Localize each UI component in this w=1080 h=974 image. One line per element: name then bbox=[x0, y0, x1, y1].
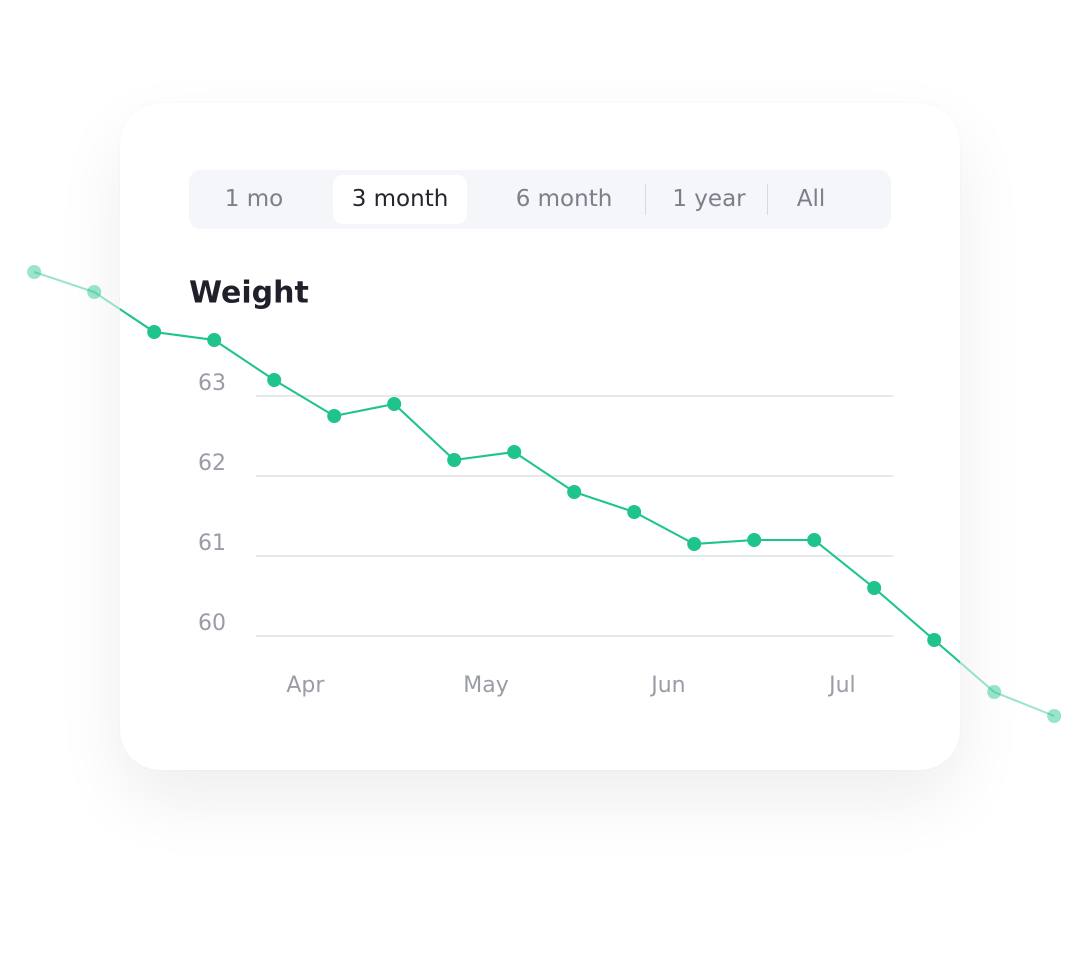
point bbox=[987, 685, 1002, 699]
chart-title: Weight bbox=[189, 276, 309, 311]
x-tick-label: Jul bbox=[827, 673, 856, 698]
point bbox=[267, 373, 282, 387]
point bbox=[447, 453, 462, 467]
point bbox=[327, 409, 342, 423]
point bbox=[747, 533, 762, 547]
x-tick-label: Apr bbox=[286, 673, 325, 698]
point bbox=[387, 397, 402, 411]
x-tick-label: May bbox=[463, 673, 508, 698]
point bbox=[867, 581, 882, 595]
tab[interactable]: All bbox=[796, 186, 826, 212]
point bbox=[567, 485, 582, 499]
card: 1 mo 3 month 6 month 1 year All bbox=[120, 103, 960, 770]
tab[interactable]: 3 month bbox=[333, 175, 467, 224]
tab[interactable]: 1 mo bbox=[224, 186, 284, 212]
point bbox=[27, 265, 42, 279]
point bbox=[147, 325, 162, 339]
y-tick-label: 60 bbox=[198, 611, 226, 636]
tab-separator bbox=[767, 184, 768, 215]
point bbox=[927, 633, 942, 647]
point bbox=[507, 445, 522, 459]
point bbox=[807, 533, 822, 547]
y-tick-label: 61 bbox=[198, 531, 226, 556]
line-faded bbox=[33, 271, 1055, 717]
tab[interactable]: 6 month bbox=[515, 186, 613, 212]
point bbox=[1047, 709, 1062, 723]
point bbox=[687, 537, 702, 551]
y-tick-label: 63 bbox=[198, 371, 226, 396]
x-tick-label: Jun bbox=[649, 673, 685, 698]
tab[interactable]: 1 year bbox=[672, 186, 746, 212]
tab-separator bbox=[645, 184, 646, 215]
tab-bar: 1 mo 3 month 6 month 1 year All bbox=[189, 170, 891, 229]
line-clip-group bbox=[120, 271, 960, 717]
line bbox=[120, 271, 960, 717]
point bbox=[627, 505, 642, 519]
y-tick-label: 62 bbox=[198, 451, 226, 476]
point bbox=[87, 285, 102, 299]
point bbox=[207, 333, 222, 347]
